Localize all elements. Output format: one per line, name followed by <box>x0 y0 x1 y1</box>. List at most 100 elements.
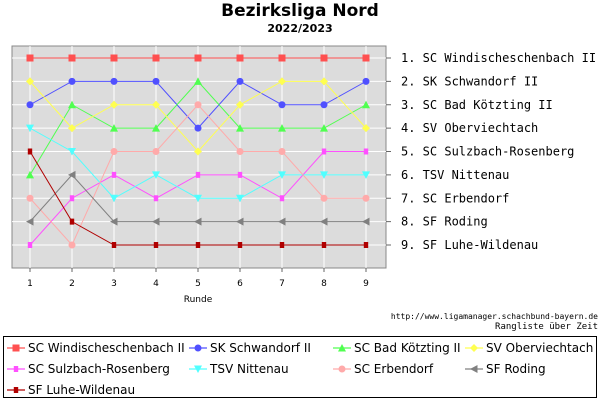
x-tick-label: 7 <box>279 279 285 289</box>
legend-item: SF Roding <box>465 359 546 379</box>
legend-swatch <box>7 387 25 393</box>
x-tick-label: 2 <box>69 279 75 289</box>
data-point <box>362 77 370 85</box>
data-point <box>278 77 286 86</box>
legend-marker <box>470 344 478 352</box>
x-tick-label: 1 <box>27 279 33 289</box>
data-point <box>362 171 370 179</box>
series-4 <box>26 77 370 156</box>
data-point <box>110 124 118 132</box>
data-point <box>194 54 202 62</box>
data-point <box>68 124 76 133</box>
series-1 <box>26 54 370 62</box>
data-point <box>111 242 117 248</box>
data-point <box>195 242 201 248</box>
data-point <box>110 148 118 155</box>
x-tick-label: 4 <box>153 279 159 289</box>
data-point <box>26 77 34 86</box>
data-point <box>362 124 370 133</box>
data-point <box>362 194 370 202</box>
data-point <box>194 124 202 132</box>
data-point <box>279 195 285 202</box>
data-point <box>68 54 76 62</box>
chart-subtitle: 2022/2023 <box>267 22 333 35</box>
data-point <box>320 194 328 202</box>
x-tick-label: 6 <box>237 279 243 289</box>
data-point <box>279 242 285 248</box>
data-point <box>194 147 202 156</box>
data-point <box>236 148 244 155</box>
rank-label: 5. SC Sulzbach-Rosenberg <box>401 145 574 159</box>
legend-label: TSV Nittenau <box>210 362 289 376</box>
legend-marker <box>470 365 478 373</box>
series-3 <box>26 77 370 179</box>
data-point <box>194 101 202 109</box>
legend: SC Windischeschenbach II SK Schwandorf II… <box>3 336 597 398</box>
series-2 <box>26 77 370 132</box>
legend-item: SC Sulzbach-Rosenberg <box>7 359 170 379</box>
data-point <box>111 171 117 178</box>
data-point <box>152 148 160 155</box>
data-point <box>110 77 118 85</box>
series-8 <box>26 170 370 226</box>
chart-title: Bezirksliga Nord <box>221 1 379 21</box>
data-point <box>194 77 202 85</box>
data-point <box>69 195 75 202</box>
data-point <box>278 217 286 226</box>
rank-label: 7. SC Erbendorf <box>401 191 509 205</box>
data-point <box>110 100 118 109</box>
data-point <box>152 217 160 226</box>
rank-label: 6. TSV Nittenau <box>401 168 509 182</box>
legend-item: TSV Nittenau <box>189 359 289 379</box>
series-group <box>26 54 370 249</box>
legend-item: SV Oberviechtach <box>465 338 593 358</box>
data-point <box>278 124 286 132</box>
legend-swatch <box>189 344 207 352</box>
data-point <box>110 217 118 226</box>
data-point <box>26 54 34 62</box>
data-point <box>278 101 286 109</box>
chart-kind-label: Rangliste über Zeit <box>495 322 598 332</box>
legend-label: SC Bad Kötzting II <box>354 341 461 355</box>
legend-item: SC Bad Kötzting II <box>333 338 461 358</box>
data-point <box>236 100 244 109</box>
data-point <box>152 100 160 109</box>
data-point <box>320 77 328 86</box>
legend-marker <box>13 366 19 372</box>
legend-swatch <box>189 365 207 373</box>
data-point <box>26 170 34 179</box>
data-point <box>321 148 327 155</box>
data-point <box>195 171 201 178</box>
chart-canvas: 1 2 3 4 5 6 7 8 9 Runde 1. SC Windischeschenbach… <box>11 45 596 305</box>
data-point <box>68 148 76 156</box>
data-point <box>26 124 34 133</box>
legend-item: SF Luhe-Wildenau <box>7 380 135 400</box>
data-point <box>68 77 76 85</box>
x-axis-label: Runde <box>184 295 213 305</box>
data-point <box>26 101 34 109</box>
data-point <box>153 195 159 202</box>
rank-labels: 1. SC Windischeschenbach II 2. SK Schwand… <box>386 51 596 252</box>
data-point <box>110 194 118 203</box>
x-tick-label: 5 <box>195 279 201 289</box>
legend-marker <box>338 344 346 352</box>
data-point <box>278 171 286 179</box>
data-point <box>26 217 34 226</box>
data-point <box>363 148 369 155</box>
rank-label: 2. SK Schwandorf II <box>401 74 538 88</box>
data-point <box>69 218 75 225</box>
series-9 <box>27 148 369 248</box>
x-tick-label: 8 <box>321 279 327 289</box>
data-point <box>153 242 159 248</box>
data-point <box>321 242 327 248</box>
legend-item: SC Windischeschenbach II <box>7 338 185 358</box>
x-axis: 1 2 3 4 5 6 7 8 9 <box>27 268 369 289</box>
data-point <box>320 54 328 62</box>
data-point <box>236 54 244 62</box>
source-url: http://www.ligamanager.schachbund-bayern… <box>390 312 598 321</box>
data-point <box>320 124 328 132</box>
data-point <box>236 77 244 85</box>
data-point <box>152 124 160 132</box>
legend-swatch <box>333 365 351 373</box>
legend-marker <box>338 365 346 373</box>
